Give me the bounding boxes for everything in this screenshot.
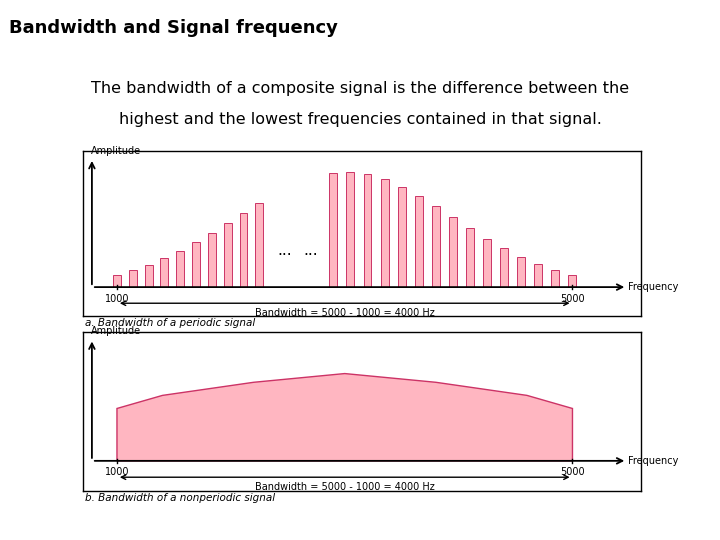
Bar: [534, 264, 542, 287]
Text: The bandwidth of a composite signal is the difference between the: The bandwidth of a composite signal is t…: [91, 81, 629, 96]
Bar: [145, 265, 153, 287]
Text: Amplitude: Amplitude: [91, 327, 141, 336]
Bar: [517, 256, 525, 287]
Bar: [161, 258, 168, 287]
Bar: [224, 223, 232, 287]
Text: ...: ...: [303, 243, 318, 258]
Bar: [240, 213, 248, 287]
Bar: [329, 173, 337, 287]
Bar: [415, 196, 423, 287]
Bar: [397, 187, 405, 287]
Bar: [176, 251, 184, 287]
Bar: [192, 242, 200, 287]
Text: highest and the lowest frequencies contained in that signal.: highest and the lowest frequencies conta…: [119, 112, 601, 127]
Bar: [449, 217, 457, 287]
Text: Frequency: Frequency: [629, 282, 679, 292]
Text: b. Bandwidth of a nonperiodic signal: b. Bandwidth of a nonperiodic signal: [85, 493, 275, 503]
Bar: [466, 228, 474, 287]
Text: 5000: 5000: [560, 468, 585, 477]
Text: 1000: 1000: [104, 294, 129, 304]
Bar: [346, 172, 354, 287]
Text: Frequency: Frequency: [629, 456, 679, 466]
Text: 1000: 1000: [104, 468, 129, 477]
Text: 5000: 5000: [560, 294, 585, 304]
Bar: [256, 202, 264, 287]
Bar: [129, 270, 137, 287]
Bar: [113, 274, 121, 287]
Bar: [552, 270, 559, 287]
Bar: [381, 179, 389, 287]
Bar: [483, 239, 491, 287]
Bar: [432, 206, 440, 287]
Bar: [208, 233, 216, 287]
Text: Bandwidth = 5000 - 1000 = 4000 Hz: Bandwidth = 5000 - 1000 = 4000 Hz: [255, 482, 435, 491]
Bar: [500, 248, 508, 287]
Text: Amplitude: Amplitude: [91, 146, 141, 156]
Text: Bandwidth and Signal frequency: Bandwidth and Signal frequency: [9, 19, 338, 37]
Bar: [569, 274, 577, 287]
Text: Bandwidth = 5000 - 1000 = 4000 Hz: Bandwidth = 5000 - 1000 = 4000 Hz: [255, 308, 435, 318]
Text: a. Bandwidth of a periodic signal: a. Bandwidth of a periodic signal: [85, 318, 255, 328]
Bar: [364, 174, 372, 287]
Polygon shape: [117, 374, 572, 461]
Text: ...: ...: [277, 243, 292, 258]
